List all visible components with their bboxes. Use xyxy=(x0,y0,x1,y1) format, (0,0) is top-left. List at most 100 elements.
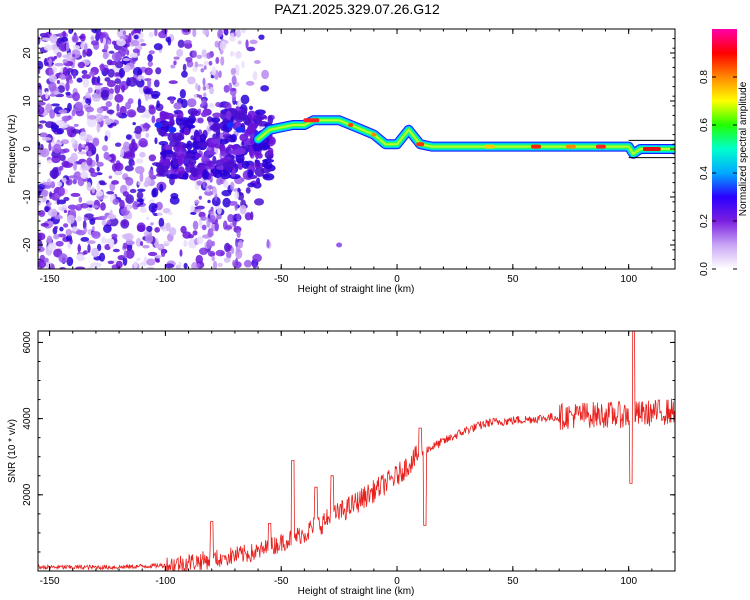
spectrogram-blob xyxy=(105,118,115,124)
spectrogram-blob xyxy=(160,248,166,258)
spectrogram-blob xyxy=(50,181,56,189)
spectrogram-blob xyxy=(177,110,184,120)
colorbar-tick-label: 0.0 xyxy=(699,262,710,276)
spectrogram-blob xyxy=(261,69,270,80)
spectrogram-blob xyxy=(49,33,58,44)
x-tick-label: 0 xyxy=(394,274,400,285)
spectrogram-blob xyxy=(235,152,245,164)
spectrogram-blob xyxy=(229,51,235,57)
x-tick-label: 100 xyxy=(620,576,637,587)
spectrogram-blob xyxy=(245,39,249,50)
spectrogram-blob xyxy=(185,56,193,63)
spectrogram-blob xyxy=(201,224,207,231)
spectrogram-blob xyxy=(168,80,178,85)
spectrogram-blob xyxy=(122,58,131,62)
spectrogram-blob xyxy=(202,77,206,87)
spectrogram-blob xyxy=(70,137,76,145)
spectrogram-blob xyxy=(90,40,99,46)
spectrogram-blob xyxy=(154,203,158,209)
spectrogram-blob xyxy=(211,116,221,123)
spectrogram-blob xyxy=(146,266,155,269)
spectrogram-blob xyxy=(134,165,145,175)
spectrogram-blob xyxy=(96,166,100,172)
colorbar-tick-label: 0.2 xyxy=(699,214,710,228)
spectrogram-blob xyxy=(100,202,106,211)
spectrogram-blob xyxy=(98,215,107,221)
colorbar-ticks: 0.0 0.2 0.4 0.6 0.8 xyxy=(699,70,737,276)
spectrogram-blob xyxy=(123,64,131,73)
spectrogram-blob xyxy=(86,117,97,128)
spectrogram-blob xyxy=(252,253,262,263)
spectrogram-blob xyxy=(112,198,119,205)
spectrogram-blob xyxy=(111,52,122,62)
colorbar-label: Normalized spectral amplitude xyxy=(738,81,749,216)
spectrogram-blob xyxy=(91,187,95,194)
spectrogram-blob xyxy=(59,154,66,162)
spectrogram-blob xyxy=(155,201,163,211)
spectrogram-blob xyxy=(195,205,205,210)
spectrogram-blob xyxy=(188,158,197,166)
spectrogram-blob xyxy=(77,61,86,69)
spectrogram-blob xyxy=(201,98,207,106)
spectrogram-blob xyxy=(65,42,70,52)
spectrogram-blob xyxy=(228,36,236,42)
spectrogram-blob xyxy=(79,131,88,141)
spectrogram-blob xyxy=(82,49,87,58)
spectrogram-blob xyxy=(223,84,230,93)
spectrogram-blob xyxy=(146,225,153,233)
spectrogram-blob xyxy=(146,258,156,266)
spectrogram-blob xyxy=(133,200,138,207)
spectrogram-blob xyxy=(122,30,127,36)
spectrogram-blob xyxy=(202,29,209,35)
x-tick-label: -150 xyxy=(40,274,60,285)
spectrogram-blob xyxy=(139,206,147,213)
spectrogram-blob xyxy=(67,204,77,210)
spectrogram-blob xyxy=(46,201,52,207)
spectrogram-blob xyxy=(237,99,242,108)
spectrogram-blob xyxy=(116,38,126,47)
spectrogram-blob xyxy=(214,221,219,232)
spectrogram-blob xyxy=(44,206,50,213)
spectrogram-blob xyxy=(114,170,123,176)
spectrogram-blob xyxy=(88,114,97,120)
spectrogram-blob xyxy=(208,185,213,190)
spectrogram-blob xyxy=(142,123,151,129)
spectrogram-blob xyxy=(56,181,63,187)
spectrogram-blob xyxy=(65,178,73,186)
spectrogram-blob xyxy=(38,101,46,106)
spectrogram-blob xyxy=(83,227,88,233)
spectrogram-blob xyxy=(199,133,207,143)
spectrogram-blob xyxy=(99,252,106,262)
spectrogram-blob xyxy=(122,220,127,227)
spectrogram-blob xyxy=(241,60,245,69)
spectrogram-blob xyxy=(150,222,154,226)
spectrogram-blob xyxy=(57,85,66,93)
spectrogram-blob xyxy=(121,84,126,93)
spectrogram-blob xyxy=(167,36,172,46)
spectrogram-blob xyxy=(67,102,72,112)
spectrogram-blob xyxy=(148,168,154,178)
spectrogram-blob xyxy=(147,77,152,88)
spectrogram-blob xyxy=(155,259,160,263)
spectrogram-blob xyxy=(125,240,135,246)
spectrogram-blob xyxy=(202,85,207,91)
spectrogram-blob xyxy=(95,153,99,163)
spectrogram-blob xyxy=(126,205,131,211)
spectrogram-blob xyxy=(162,207,171,214)
spectrogram-blob xyxy=(193,209,202,213)
spectrogram-blob xyxy=(137,74,142,82)
spectrogram-blob xyxy=(85,106,94,113)
spectrogram-blob xyxy=(245,80,255,86)
spectrogram-blob xyxy=(89,218,96,225)
spectrogram-blob xyxy=(246,124,256,135)
spectrogram-blob xyxy=(47,243,57,251)
spectrogram-blob xyxy=(197,262,201,269)
spectrogram-blob xyxy=(52,143,62,154)
spectrogram-blob xyxy=(125,248,135,259)
spectrogram-blob xyxy=(182,172,189,180)
spectrogram-blob xyxy=(124,165,134,172)
spectrogram-blob xyxy=(54,226,58,230)
spectrogram-blob xyxy=(73,123,79,127)
spectrogram-blob xyxy=(195,254,204,265)
